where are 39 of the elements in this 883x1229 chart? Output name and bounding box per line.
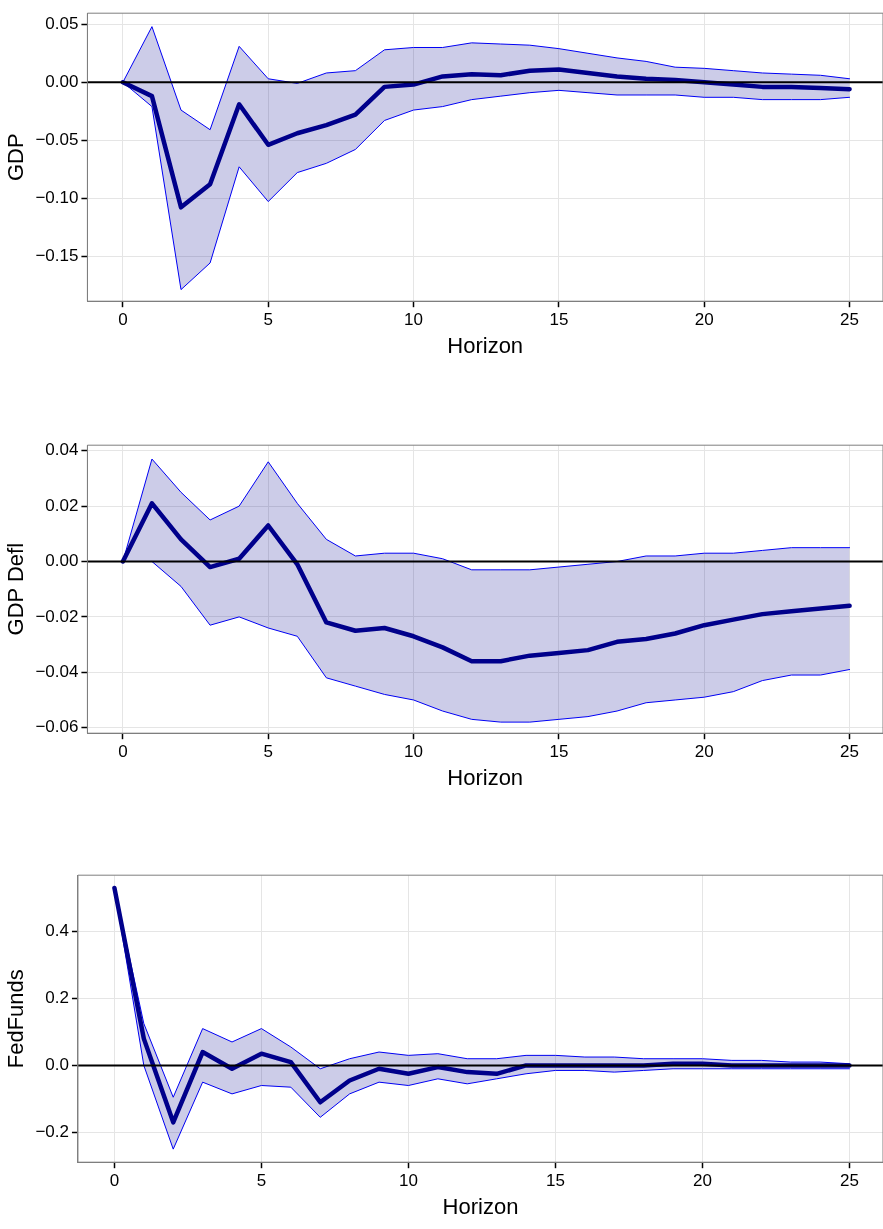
- x-tick-label: 0: [118, 742, 128, 762]
- x-tick-label: 10: [398, 1171, 418, 1191]
- x-tick-label: 20: [694, 310, 714, 330]
- x-tick-label: 0: [118, 310, 128, 330]
- x-tick-label: 15: [549, 310, 569, 330]
- x-tick-label: 10: [404, 310, 424, 330]
- y-tick-label: 0.05: [45, 14, 79, 34]
- x-tick-label: 10: [404, 742, 424, 762]
- x-axis-title: Horizon: [447, 332, 524, 358]
- y-tick-label: 0.0: [45, 1055, 69, 1075]
- y-tick-label: −0.15: [35, 245, 79, 265]
- y-tick-label: −0.10: [35, 187, 79, 207]
- y-tick-label: 0.02: [45, 495, 79, 515]
- y-tick-label: 0.00: [45, 551, 79, 571]
- y-tick-label: 0.00: [45, 71, 79, 91]
- x-tick-label: 5: [263, 310, 273, 330]
- y-tick-label: −0.04: [35, 661, 79, 681]
- x-axis-title: Horizon: [442, 1193, 519, 1219]
- y-axis-title: GDP: [3, 133, 29, 182]
- x-tick-label: 25: [840, 310, 860, 330]
- y-tick-label: −0.2: [35, 1122, 69, 1142]
- x-tick-label: 20: [693, 1171, 712, 1191]
- x-tick-label: 0: [109, 1171, 120, 1191]
- x-tick-label: 5: [256, 1171, 267, 1191]
- y-tick-label: −0.02: [35, 606, 79, 626]
- x-tick-label: 15: [546, 1171, 565, 1191]
- x-tick-label: 25: [840, 742, 860, 762]
- x-tick-label: 15: [549, 742, 569, 762]
- y-tick-label: 0.04: [45, 440, 79, 460]
- y-tick-label: −0.06: [35, 717, 79, 737]
- x-axis-title: Horizon: [447, 764, 524, 790]
- y-tick-label: 0.4: [45, 921, 69, 941]
- y-tick-label: 0.2: [45, 988, 69, 1008]
- x-tick-label: 20: [694, 742, 714, 762]
- x-tick-label: 5: [263, 742, 273, 762]
- y-axis-title: FedFunds: [3, 969, 29, 1069]
- y-axis-title: GDP Defl: [3, 542, 29, 636]
- x-tick-label: 25: [840, 1171, 859, 1191]
- y-tick-label: −0.05: [35, 129, 79, 149]
